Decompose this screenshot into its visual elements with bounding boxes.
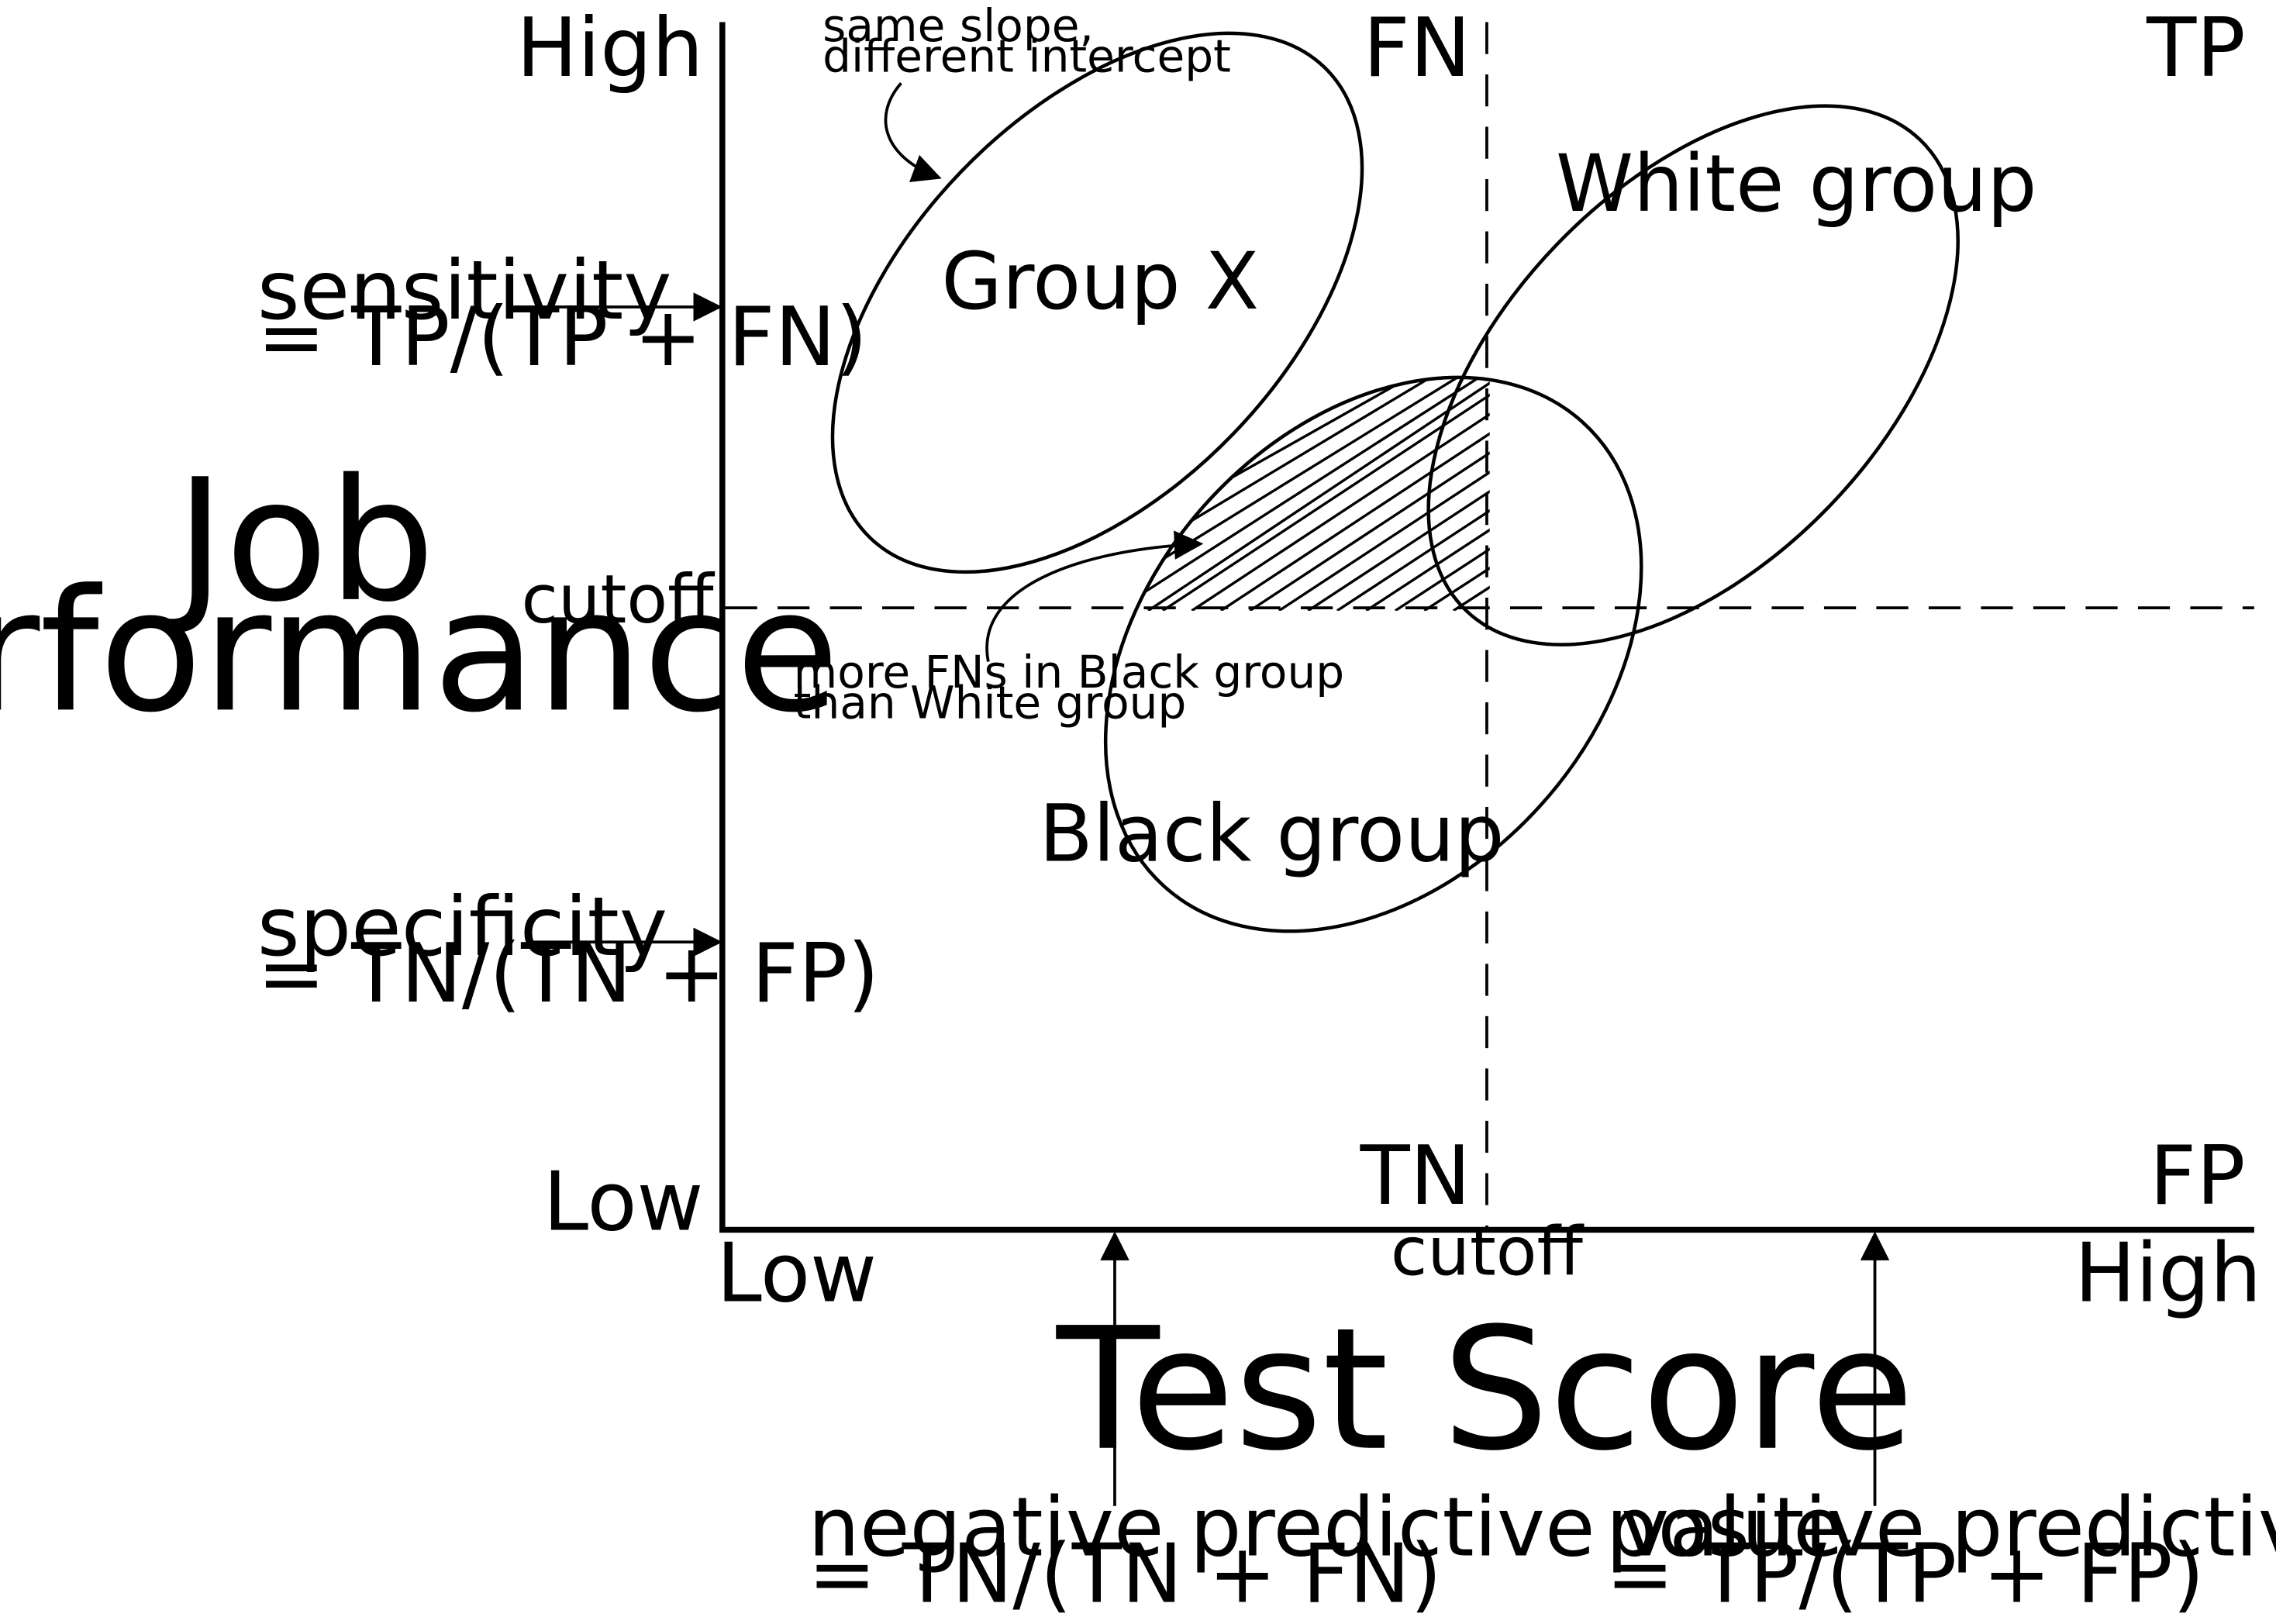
black-group-label: Black group (1039, 788, 1504, 879)
slope-annotation-line1: same slope, (822, 0, 1094, 52)
slope-annotation-arrow (884, 82, 942, 183)
sensitivity-label: sensitivity (257, 243, 672, 338)
sensitivity-formula: = TP/(TP + FN) (257, 290, 867, 384)
black-group-ellipse (1103, 375, 1643, 933)
x-axis-high-label: High (2074, 1226, 2261, 1320)
npv-formula: = TN/(TN + FN) (808, 1526, 1442, 1621)
quadrant-tn-label: TN (1360, 1129, 1471, 1223)
group-x-label: Group X (941, 236, 1259, 327)
white-group-ellipse (1426, 104, 1960, 646)
npv-label: negative predictive value (808, 1480, 1843, 1574)
specificity-label: specificity (257, 880, 667, 974)
fn-annotation-line2: than White group (794, 677, 1187, 729)
y-axis-low-label: Low (543, 1155, 704, 1250)
y-axis-high-label: High (516, 1, 703, 95)
fn-annotation-line1: more FNs in Black group (794, 646, 1345, 698)
quadrant-tp-label: TP (2146, 1, 2245, 95)
x-cutoff-label: cutoff (1391, 1214, 1585, 1291)
slope-annotation-line2: different intercept (822, 29, 1231, 82)
y-axis-title-line2: Performance (0, 553, 840, 750)
ppv-formula: = TP/(TP + FP) (1606, 1526, 2205, 1621)
x-axis-low-label: Low (716, 1226, 877, 1320)
white-group-label: White group (1556, 138, 2037, 229)
group-x-ellipse (830, 31, 1364, 574)
ppv-label: positive predictive value (1606, 1480, 2276, 1574)
y-axis-title-line1: Job (166, 443, 435, 640)
quadrant-fp-label: FP (2150, 1129, 2246, 1223)
quadrant-fn-label: FN (1363, 1, 1471, 95)
fn-hatched-region (1133, 364, 1490, 611)
fn-annotation-arrow (985, 530, 1204, 662)
x-axis-title: Test Score (1056, 1292, 1914, 1488)
y-cutoff-label: cutoff (521, 561, 716, 639)
